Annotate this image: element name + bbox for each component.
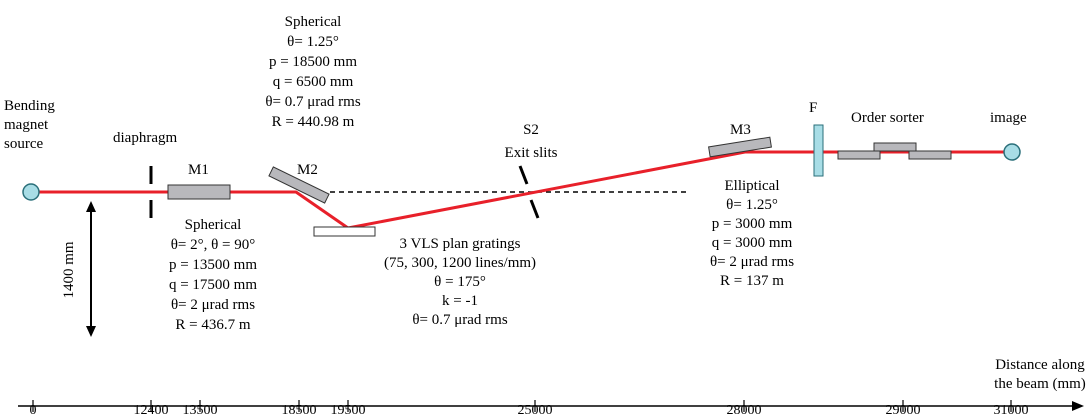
order-sorter-mirror-3 — [908, 150, 952, 160]
m1-mirror — [167, 184, 231, 200]
exit-slits-label: S2 Exit slits — [505, 122, 558, 161]
m3-spec-line: q = 3000 mm — [712, 235, 793, 251]
diaphragm-label: diaphragm — [113, 130, 177, 146]
axis-tick-labels: 0 12400 13500 18500 19500 25000 28000 29000 3100… — [30, 403, 1029, 416]
m3-spec-line: Elliptical — [725, 178, 780, 194]
order-sorter-label: Order sorter — [851, 110, 924, 126]
m2-spec: Spherical θ= 1.25° p = 18500 mm q = 6500 mm… — [265, 14, 361, 130]
m3-spec: Elliptical θ= 1.25° p = 3000 mm q = 3000 mm… — [710, 178, 794, 289]
grating-spec-line: (75, 300, 1200 lines/mm) — [384, 255, 536, 271]
m3-label: M3 — [730, 122, 751, 138]
axis-tick-label: 12400 — [134, 403, 169, 416]
height-label: 1400 mm — [61, 241, 77, 298]
m1-spec: Spherical θ= 2°, θ = 90° p = 13500 mm q = 1… — [169, 217, 257, 333]
distance-label-line: Distance along — [995, 357, 1085, 373]
m2-spec-line: Spherical — [285, 14, 342, 30]
m2-label: M2 — [297, 162, 318, 178]
distance-axis-arrow — [1072, 401, 1084, 411]
axis-tick-marks — [32, 400, 1012, 412]
m1-spec-line: p = 13500 mm — [169, 257, 257, 273]
m1-spec-line: θ= 2°, θ = 90° — [171, 237, 256, 253]
source-label-line: magnet — [4, 117, 49, 133]
m1-spec-line: Spherical — [185, 217, 242, 233]
distance-label-line: the beam (mm) — [994, 376, 1086, 392]
source-label: Bending magnet source — [4, 98, 55, 152]
axis-tick-label: 25000 — [518, 403, 553, 416]
source-label-line: Bending — [4, 98, 55, 114]
m3-spec-line: θ= 2 μrad rms — [710, 254, 794, 270]
source-label-line: source — [4, 136, 43, 152]
grating-spec-line: 3 VLS plan gratings — [400, 236, 521, 252]
m1-label: M1 — [188, 162, 209, 178]
exit-slit-top — [518, 165, 529, 185]
order-sorter-mirror-2 — [873, 142, 917, 152]
f-label: F — [809, 100, 817, 116]
axis-tick-label: 29000 — [886, 403, 921, 416]
m3-mirror — [708, 136, 772, 158]
m1-spec-line: R = 436.7 m — [175, 317, 250, 333]
axis-tick-label: 28000 — [727, 403, 762, 416]
m2-mirror — [268, 166, 330, 204]
grating-spec-line: θ = 175° — [434, 274, 486, 290]
filter-f — [813, 124, 824, 177]
exit-slits-label-line: Exit slits — [505, 145, 558, 161]
axis-tick-label: 18500 — [282, 403, 317, 416]
m2-spec-line: R = 440.98 m — [272, 114, 355, 130]
m2-spec-line: θ= 0.7 μrad rms — [265, 94, 361, 110]
grating-spec-line: θ= 0.7 μrad rms — [412, 312, 508, 328]
m3-spec-line: R = 137 m — [720, 273, 784, 289]
image-label: image — [990, 110, 1027, 126]
order-sorter-mirror-1 — [837, 150, 881, 160]
height-arrow-head-bottom — [86, 326, 96, 337]
m3-spec-line: p = 3000 mm — [712, 216, 793, 232]
axis-tick-label: 0 — [30, 403, 37, 416]
m1-spec-line: θ= 2 μrad rms — [171, 297, 255, 313]
m3-spec-line: θ= 1.25° — [726, 197, 778, 213]
grating-spec-line: k = -1 — [442, 293, 478, 309]
exit-slit-bottom — [529, 199, 540, 219]
source-icon — [22, 183, 40, 201]
axis-tick-label: 13500 — [183, 403, 218, 416]
m2-spec-line: p = 18500 mm — [269, 54, 357, 70]
image-icon — [1003, 143, 1021, 161]
distance-label: Distance along the beam (mm) — [994, 357, 1086, 392]
grating-spec: 3 VLS plan gratings (75, 300, 1200 lines/… — [384, 236, 536, 328]
axis-tick-label: 19500 — [331, 403, 366, 416]
m1-spec-line: q = 17500 mm — [169, 277, 257, 293]
exit-slits-label-line: S2 — [523, 122, 539, 138]
height-arrow-head-top — [86, 201, 96, 212]
grating — [313, 226, 376, 237]
m2-spec-line: θ= 1.25° — [287, 34, 339, 50]
m2-spec-line: q = 6500 mm — [273, 74, 354, 90]
axis-tick-label: 31000 — [994, 403, 1029, 416]
